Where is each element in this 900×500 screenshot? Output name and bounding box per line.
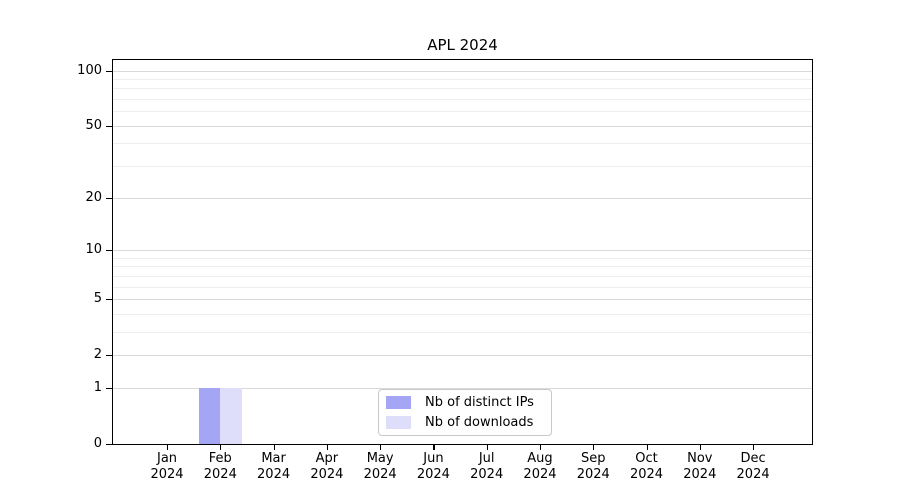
- x-tick-year: 2024: [203, 467, 237, 482]
- gridline-major: [113, 197, 812, 199]
- chart-title: APL 2024: [427, 36, 498, 54]
- y-tick-mark: [106, 197, 113, 199]
- y-tick-label: 100: [77, 62, 102, 78]
- x-tick-mark: [380, 445, 382, 450]
- y-tick-mark: [106, 125, 113, 127]
- gridline-minor: [113, 266, 812, 268]
- gridline-minor: [113, 257, 812, 259]
- x-tick-mark: [593, 445, 595, 450]
- x-tick-year: 2024: [576, 467, 610, 482]
- y-tick-label: 20: [85, 189, 102, 205]
- x-tick-month: May: [366, 451, 394, 466]
- x-tick-label: Nov 2024: [668, 451, 732, 483]
- x-tick-year: 2024: [523, 467, 557, 482]
- plot-frame: [112, 59, 813, 445]
- y-tick-label: 50: [85, 117, 102, 133]
- y-tick-mark: [106, 298, 113, 301]
- x-tick-mark: [220, 445, 222, 450]
- gridline-minor: [113, 143, 812, 145]
- y-tick-label: 1: [93, 379, 102, 395]
- gridline-minor: [113, 275, 812, 277]
- legend-item-distinct-ips: Nb of distinct IPs: [386, 393, 544, 413]
- y-tick-label: 2: [93, 347, 102, 363]
- gridline-minor: [113, 313, 812, 315]
- legend: Nb of distinct IPs Nb of downloads: [378, 389, 552, 436]
- gridline-minor: [113, 286, 812, 288]
- x-tick-year: 2024: [736, 467, 770, 482]
- x-tick-mark: [326, 445, 329, 450]
- x-tick-year: 2024: [257, 467, 291, 482]
- x-tick-mark: [167, 445, 169, 450]
- x-tick-month: Nov: [687, 451, 713, 466]
- x-tick-year: 2024: [310, 467, 344, 482]
- y-tick-mark: [106, 444, 113, 446]
- legend-item-downloads: Nb of downloads: [386, 413, 544, 433]
- x-tick-mark: [539, 445, 542, 450]
- x-tick-month: Jun: [423, 451, 444, 466]
- gridline-major: [113, 298, 812, 300]
- gridline-minor: [113, 99, 812, 101]
- x-tick-year: 2024: [629, 467, 664, 482]
- y-tick-mark: [106, 355, 113, 357]
- x-tick-year: 2024: [683, 467, 717, 482]
- x-tick-label: Apr 2024: [295, 451, 359, 483]
- gridline-minor: [113, 111, 812, 113]
- gridline-major: [113, 70, 812, 72]
- gridline-major: [113, 125, 812, 127]
- x-tick-label: Aug 2024: [508, 451, 572, 483]
- x-tick-label: May 2024: [348, 451, 412, 483]
- x-tick-year: 2024: [363, 467, 397, 482]
- gridline-major: [113, 355, 812, 357]
- gridline-major: [113, 387, 812, 389]
- x-tick-label: Jan 2024: [135, 451, 199, 483]
- gridline-minor: [113, 88, 812, 90]
- y-tick-label: 5: [93, 290, 102, 306]
- x-tick-label: Jul 2024: [455, 451, 519, 483]
- x-tick-mark: [699, 445, 701, 450]
- x-tick-month: Aug: [527, 451, 553, 466]
- x-tick-month: Jan: [157, 451, 178, 466]
- gridline-minor: [113, 331, 812, 333]
- x-tick-year: 2024: [470, 467, 504, 482]
- x-tick-mark: [486, 445, 488, 450]
- x-tick-label: Oct 2024: [615, 451, 679, 483]
- x-tick-month: Dec: [740, 451, 766, 466]
- x-tick-year: 2024: [150, 467, 184, 482]
- y-tick-mark: [106, 70, 113, 72]
- x-tick-label: Sep 2024: [561, 451, 625, 483]
- y-tick-mark: [106, 249, 113, 252]
- x-tick-mark: [646, 445, 648, 450]
- legend-label-downloads: Nb of downloads: [425, 415, 534, 430]
- x-tick-month: Sep: [580, 451, 606, 466]
- x-tick-month: Oct: [635, 451, 658, 466]
- legend-swatch-downloads: [386, 416, 411, 429]
- y-tick-mark: [106, 387, 113, 390]
- gridline-major: [113, 249, 812, 251]
- legend-swatch-distinct-ips: [386, 396, 411, 409]
- x-tick-label: Jun 2024: [401, 451, 465, 483]
- x-tick-year: 2024: [416, 467, 450, 482]
- x-tick-mark: [273, 445, 275, 450]
- plot-area: [113, 60, 812, 444]
- x-tick-month: Jul: [478, 451, 495, 466]
- x-tick-label: Mar 2024: [242, 451, 306, 483]
- x-tick-label: Dec 2024: [721, 451, 785, 483]
- legend-label-distinct-ips: Nb of distinct IPs: [425, 395, 534, 410]
- x-tick-month: Feb: [208, 451, 232, 466]
- y-tick-label: 0: [93, 436, 102, 451]
- x-tick-month: Mar: [261, 451, 286, 466]
- bar-nb-of-distinct-ips: [198, 387, 221, 444]
- gridline-minor: [113, 78, 812, 80]
- y-tick-label: 10: [85, 241, 102, 257]
- bar-nb-of-downloads: [220, 387, 242, 444]
- x-tick-month: Apr: [315, 451, 339, 466]
- x-tick-mark: [433, 445, 435, 450]
- gridline-minor: [113, 166, 812, 168]
- x-tick-label: Feb 2024: [188, 451, 252, 483]
- x-tick-mark: [753, 445, 755, 450]
